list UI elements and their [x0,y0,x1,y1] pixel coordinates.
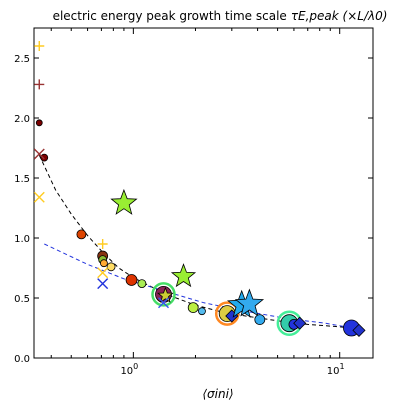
y-tick-label: 0.0 [14,354,30,365]
x-tick-label: 100 [120,362,138,377]
data-point [100,259,108,268]
data-point [76,229,87,240]
data-point [106,262,116,272]
data-point [34,41,45,51]
data-point [137,279,147,289]
data-point [97,267,109,279]
data-point [254,314,266,326]
data-point-ring [151,282,176,307]
data-point [125,274,138,286]
x-axis-label: ⟨σini⟩ [202,387,233,401]
y-tick-label: 1.5 [14,174,30,185]
data-point [33,148,45,160]
plot-area: 0.0 0.5 1.0 1.5 2.0 2.5 100 101 [14,27,374,377]
data-point [187,302,199,314]
fit-line [38,154,360,330]
data-point [170,263,197,288]
data-point [234,288,265,317]
data-point [110,188,138,215]
data-point [158,297,170,309]
data-point [34,79,45,90]
data-point [97,278,109,290]
data-point [198,307,206,316]
y-tick-label: 2.5 [14,54,30,65]
data-point [352,323,366,337]
x-tick-label: 101 [327,362,345,377]
data-point [40,153,49,162]
plot-frame [33,27,374,359]
data-point [35,119,43,127]
y-tick-label: 1.0 [14,234,30,245]
data-point [157,286,174,303]
chart-title: electric energy peak growth time scale τE… [53,9,388,23]
fit-line [44,243,360,330]
chart-title-math: τE,peak (×L/λ0) [291,9,388,23]
data-point [97,239,108,249]
y-tick-label: 2.0 [14,114,30,125]
y-tick-label: 0.5 [14,294,30,305]
data-point [33,191,45,203]
data-point [293,316,307,330]
